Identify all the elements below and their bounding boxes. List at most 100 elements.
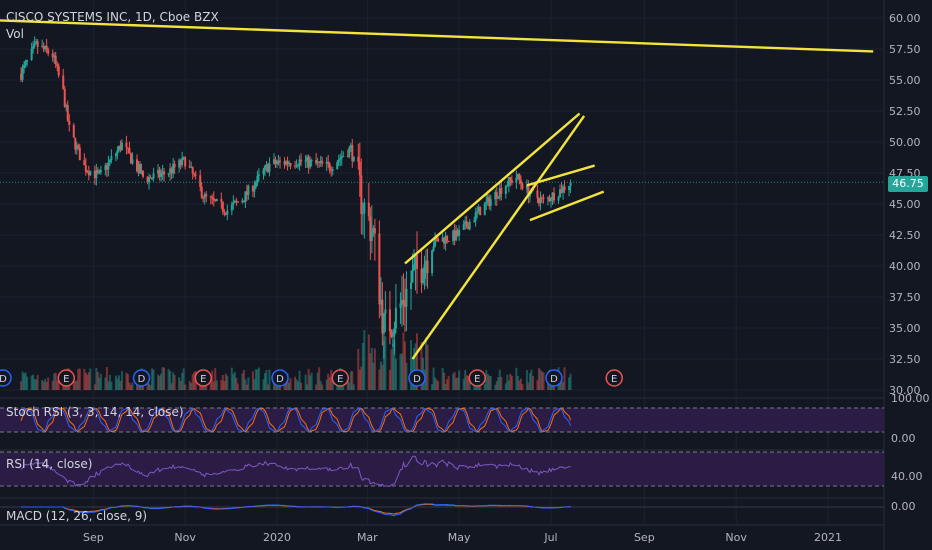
volume-bar [462, 378, 465, 390]
volume-bar [321, 384, 324, 390]
candle-body [288, 163, 291, 165]
candle-body [477, 207, 480, 212]
volume-bar [105, 367, 108, 390]
volume-bar [242, 369, 245, 390]
candle-body [297, 165, 300, 167]
candle-body [416, 254, 419, 269]
time-tick-label: 2020 [263, 531, 291, 544]
volume-bar [215, 380, 218, 390]
volume-bar [569, 373, 572, 390]
candle-body [411, 270, 414, 283]
candle-body [420, 268, 423, 283]
volume-bar [98, 377, 101, 390]
candle-body [384, 309, 387, 314]
candle-body [241, 200, 244, 203]
candle-body [521, 183, 524, 189]
candle-body [268, 163, 271, 172]
candle-body [394, 307, 397, 329]
volume-bar [131, 382, 134, 390]
candle-body [163, 171, 166, 175]
candle-body [233, 200, 236, 203]
candle-body [537, 198, 540, 204]
volume-bar [178, 377, 181, 390]
volume-bar [521, 384, 524, 390]
candle-body [426, 260, 429, 274]
candle-body [212, 198, 215, 201]
candle-body [504, 186, 507, 195]
volume-bar [89, 368, 92, 390]
volume-bar [172, 372, 175, 390]
indicator-tick-label: 40.00 [891, 470, 923, 483]
candle-body [319, 160, 322, 163]
volume-bar [211, 370, 214, 390]
volume-bar [294, 376, 297, 390]
candle-body [65, 105, 68, 107]
volume-bar [161, 367, 164, 390]
volume-bar [358, 369, 361, 390]
volume-bar [360, 366, 363, 390]
candle-body [161, 171, 164, 174]
candle-body [509, 177, 512, 180]
time-tick-label: May [448, 531, 471, 544]
candle-body [63, 88, 66, 107]
candle-body [251, 186, 254, 192]
candle-body [182, 157, 185, 159]
candle-body [33, 43, 36, 46]
candle-body [444, 236, 447, 244]
candle-body [468, 221, 471, 230]
candle-body [316, 161, 319, 164]
candle-body [104, 165, 107, 170]
candle-body [569, 182, 572, 187]
volume-bar [560, 380, 563, 390]
volume-label[interactable]: Vol [6, 27, 24, 41]
candle-body [77, 145, 80, 148]
price-tick-label: 45.00 [889, 198, 921, 211]
volume-bar [400, 353, 403, 390]
volume-bar [212, 381, 215, 390]
candle-body [169, 168, 172, 174]
candle-body [128, 148, 131, 154]
candle-body [546, 197, 549, 199]
candle-body [181, 157, 184, 165]
candle-body [414, 254, 417, 265]
volume-bar [190, 382, 193, 390]
volume-bar [265, 370, 268, 390]
volume-bar [54, 372, 57, 390]
volume-bar [45, 382, 48, 390]
candle-body [193, 173, 196, 175]
volume-bar [528, 373, 531, 390]
candle-body [200, 186, 203, 198]
macd-title[interactable]: MACD (12, 26, close, 9) [6, 509, 148, 523]
candle-body [447, 240, 450, 242]
candle-body [245, 191, 248, 196]
candle-body [53, 55, 56, 58]
volume-bar [84, 372, 87, 390]
candle-body [516, 174, 519, 178]
volume-bar [179, 380, 182, 390]
candle-body [321, 160, 324, 164]
candle-body [488, 197, 491, 207]
trendlines[interactable] [0, 19, 874, 360]
symbol-title[interactable]: CISCO SYSTEMS INC, 1D, Cboe BZX [6, 10, 219, 24]
trendline [529, 190, 605, 222]
candle-body [358, 161, 361, 176]
candle-body [232, 202, 235, 205]
candle-body [54, 55, 57, 65]
event-letter: D [0, 374, 7, 385]
candle-body [536, 190, 539, 199]
candle-body [116, 150, 119, 154]
candle-body [542, 197, 545, 199]
time-tick-label: Jul [543, 531, 557, 544]
candle-body [89, 170, 92, 176]
volume-bar [107, 381, 110, 390]
stoch-rsi-title[interactable]: Stoch RSI (3, 3, 14, 14, close) [6, 405, 184, 419]
volume-bar [128, 382, 131, 390]
candle-body [304, 160, 307, 162]
rsi-title[interactable]: RSI (14, close) [6, 457, 93, 471]
candle-body [485, 201, 488, 204]
volume-bar [75, 380, 78, 390]
candle-body [325, 161, 328, 164]
candle-body [515, 177, 518, 183]
